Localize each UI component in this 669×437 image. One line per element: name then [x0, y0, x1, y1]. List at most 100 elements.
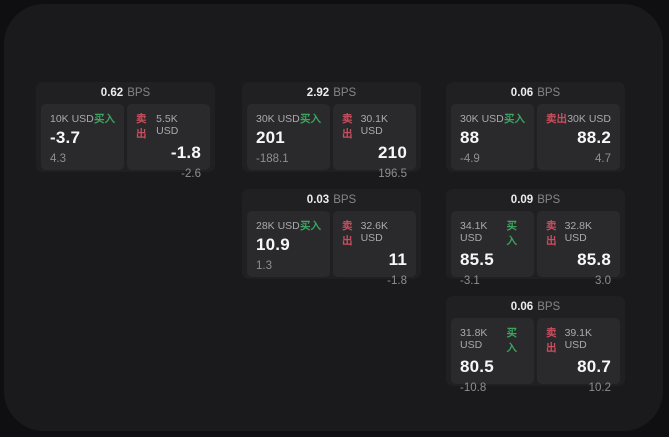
- sell-delta: 3.0: [595, 275, 611, 287]
- bps-value: 0.06: [510, 87, 534, 99]
- sell-delta: -2.6: [181, 168, 201, 180]
- quote-card: 0.09 BPS 34.1K USD 买入 85.5 -3.1 卖出 32.8K…: [446, 189, 625, 287]
- app-window: 0.62 BPS 10K USD 买入 -3.7 4.3 卖出 5.5K USD…: [4, 4, 663, 431]
- sell-price: -1.8: [170, 143, 201, 162]
- bps-unit-label: BPS: [537, 194, 561, 206]
- bps-value: 0.09: [510, 194, 534, 206]
- buy-panel-top-row: 10K USD 买入: [50, 111, 115, 126]
- bps-header: 2.92 BPS: [242, 82, 421, 104]
- bps-unit-label: BPS: [333, 194, 357, 206]
- sell-amount-label: 30K USD: [567, 113, 611, 125]
- quote-panels: 10K USD 买入 -3.7 4.3 卖出 5.5K USD -1.8 -2.…: [36, 104, 215, 180]
- sell-panel[interactable]: 卖出 30K USD 88.2 4.7: [537, 104, 620, 170]
- bps-value: 2.92: [306, 87, 330, 99]
- buy-badge: 买入: [300, 220, 321, 232]
- buy-price: 80.5: [460, 357, 494, 376]
- sell-panel-top-row: 卖出 39.1K USD: [546, 325, 611, 355]
- bps-value: 0.06: [510, 301, 534, 313]
- buy-panel-top-row: 31.8K USD 买入: [460, 325, 525, 355]
- quote-panels: 34.1K USD 买入 85.5 -3.1 卖出 32.8K USD 85.8…: [446, 211, 625, 287]
- buy-badge: 买入: [506, 327, 517, 354]
- sell-amount-label: 30.1K USD: [360, 113, 389, 137]
- sell-panel[interactable]: 卖出 32.8K USD 85.8 3.0: [537, 211, 620, 287]
- sell-price: 80.7: [577, 357, 611, 376]
- buy-price: 201: [256, 128, 285, 147]
- buy-panel-top-row: 30K USD 买入: [460, 111, 525, 126]
- buy-delta: 4.3: [50, 153, 66, 165]
- sell-badge: 卖出: [342, 220, 353, 247]
- buy-panel[interactable]: 30K USD 买入 88 -4.9: [451, 104, 534, 170]
- sell-badge: 卖出: [342, 113, 353, 140]
- buy-delta: 1.3: [256, 260, 272, 272]
- sell-panel[interactable]: 卖出 30.1K USD 210 196.5: [333, 104, 416, 180]
- bps-unit-label: BPS: [127, 87, 151, 99]
- sell-amount-label: 39.1K USD: [564, 327, 593, 351]
- buy-panel[interactable]: 28K USD 买入 10.9 1.3: [247, 211, 330, 277]
- bps-header: 0.62 BPS: [36, 82, 215, 104]
- buy-panel[interactable]: 34.1K USD 买入 85.5 -3.1: [451, 211, 534, 287]
- sell-panel[interactable]: 卖出 39.1K USD 80.7 10.2: [537, 318, 620, 394]
- buy-amount-label: 30K USD: [256, 113, 300, 125]
- sell-panel[interactable]: 卖出 5.5K USD -1.8 -2.6: [127, 104, 210, 180]
- bps-header: 0.06 BPS: [446, 82, 625, 104]
- sell-panel[interactable]: 卖出 32.6K USD 11 -1.8: [333, 211, 416, 287]
- buy-amount-label: 28K USD: [256, 220, 300, 232]
- sell-price: 11: [388, 250, 407, 269]
- quote-card: 2.92 BPS 30K USD 买入 201 -188.1 卖出 30.1K …: [242, 82, 421, 180]
- quote-panels: 31.8K USD 买入 80.5 -10.8 卖出 39.1K USD 80.…: [446, 318, 625, 394]
- buy-price: 88: [460, 128, 480, 147]
- sell-amount-label: 32.8K USD: [564, 220, 593, 244]
- buy-amount-label: 10K USD: [50, 113, 94, 125]
- sell-price: 85.8: [577, 250, 611, 269]
- buy-badge: 买入: [506, 220, 517, 247]
- buy-delta: -4.9: [460, 153, 480, 165]
- buy-delta: -188.1: [256, 153, 289, 165]
- quote-card: 0.62 BPS 10K USD 买入 -3.7 4.3 卖出 5.5K USD…: [36, 82, 215, 180]
- bps-unit-label: BPS: [333, 87, 357, 99]
- sell-panel-top-row: 卖出 30.1K USD: [342, 111, 407, 141]
- buy-panel-top-row: 28K USD 买入: [256, 218, 321, 233]
- sell-badge: 卖出: [546, 113, 567, 125]
- bps-unit-label: BPS: [537, 301, 561, 313]
- buy-badge: 买入: [300, 113, 321, 125]
- quote-card: 0.06 BPS 31.8K USD 买入 80.5 -10.8 卖出 39.1…: [446, 296, 625, 394]
- bps-header: 0.03 BPS: [242, 189, 421, 211]
- buy-delta: -3.1: [460, 275, 480, 287]
- buy-delta: -10.8: [460, 382, 487, 394]
- buy-price: -3.7: [50, 128, 81, 147]
- sell-panel-top-row: 卖出 30K USD: [546, 111, 611, 126]
- sell-delta: 10.2: [588, 382, 611, 394]
- sell-panel-top-row: 卖出 32.6K USD: [342, 218, 407, 248]
- buy-badge: 买入: [504, 113, 525, 125]
- bps-unit-label: BPS: [537, 87, 561, 99]
- buy-panel[interactable]: 10K USD 买入 -3.7 4.3: [41, 104, 124, 170]
- quote-card: 0.03 BPS 28K USD 买入 10.9 1.3 卖出 32.6K US…: [242, 189, 421, 287]
- sell-badge: 卖出: [136, 113, 147, 140]
- buy-panel[interactable]: 30K USD 买入 201 -188.1: [247, 104, 330, 170]
- sell-price: 88.2: [577, 128, 611, 147]
- buy-amount-label: 30K USD: [460, 113, 504, 125]
- quote-panels: 30K USD 买入 201 -188.1 卖出 30.1K USD 210 1…: [242, 104, 421, 180]
- sell-delta: 4.7: [595, 153, 611, 165]
- bps-header: 0.06 BPS: [446, 296, 625, 318]
- sell-panel-top-row: 卖出 5.5K USD: [136, 111, 201, 141]
- quote-panels: 28K USD 买入 10.9 1.3 卖出 32.6K USD 11 -1.8: [242, 211, 421, 287]
- quote-card: 0.06 BPS 30K USD 买入 88 -4.9 卖出 30K USD 8…: [446, 82, 625, 172]
- buy-panel-top-row: 34.1K USD 买入: [460, 218, 525, 248]
- sell-delta: -1.8: [387, 275, 407, 287]
- buy-amount-label: 31.8K USD: [460, 327, 488, 351]
- sell-amount-label: 32.6K USD: [360, 220, 389, 244]
- quote-panels: 30K USD 买入 88 -4.9 卖出 30K USD 88.2 4.7: [446, 104, 625, 170]
- bps-header: 0.09 BPS: [446, 189, 625, 211]
- sell-panel-top-row: 卖出 32.8K USD: [546, 218, 611, 248]
- buy-badge: 买入: [94, 113, 115, 125]
- sell-badge: 卖出: [546, 220, 557, 247]
- sell-badge: 卖出: [546, 327, 557, 354]
- buy-price: 85.5: [460, 250, 494, 269]
- sell-price: 210: [378, 143, 407, 162]
- bps-value: 0.62: [100, 87, 124, 99]
- buy-panel-top-row: 30K USD 买入: [256, 111, 321, 126]
- buy-price: 10.9: [256, 235, 290, 254]
- buy-amount-label: 34.1K USD: [460, 220, 488, 244]
- buy-panel[interactable]: 31.8K USD 买入 80.5 -10.8: [451, 318, 534, 394]
